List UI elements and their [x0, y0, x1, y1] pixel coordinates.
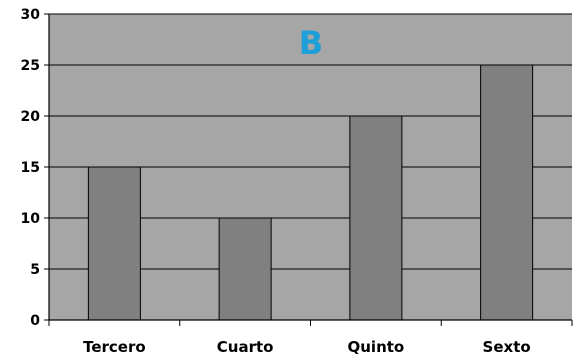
y-tick-label: 0: [30, 313, 40, 329]
bar: [480, 64, 534, 321]
bar: [349, 115, 403, 321]
x-tick-label: Sexto: [483, 338, 531, 356]
y-tick-label: 25: [21, 58, 40, 74]
y-tick-label: 10: [21, 211, 41, 227]
x-tick-label: Tercero: [83, 338, 146, 356]
tick-labels: 0 5 10 15 20 25 30 Tercero Cuarto Quinto Sexto: [21, 7, 531, 356]
axes: [44, 13, 573, 326]
bar: [218, 217, 272, 321]
x-tick-label: Quinto: [348, 338, 405, 356]
y-tick-label: 5: [30, 262, 40, 278]
bar: [87, 166, 141, 321]
x-tick-label: Cuarto: [217, 338, 274, 356]
y-tick-label: 15: [21, 160, 40, 176]
chart-title: B: [299, 24, 323, 62]
y-tick-label: 20: [21, 109, 41, 125]
y-tick-label: 30: [21, 7, 41, 23]
bars: [87, 64, 534, 321]
